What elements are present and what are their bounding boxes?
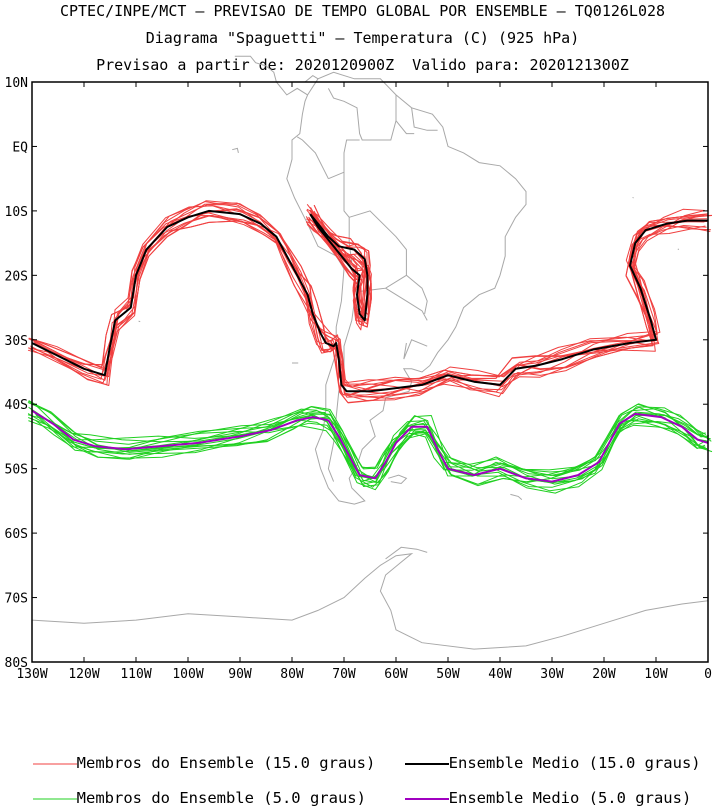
ensemble-member-line	[309, 209, 372, 325]
coastline	[31, 552, 709, 650]
coastline	[234, 55, 308, 96]
ensemble-member-line	[35, 214, 713, 403]
y-tick-label: 80S	[5, 656, 28, 671]
ensemble-mean-line	[309, 213, 369, 322]
x-tick-label: 70W	[332, 667, 356, 682]
legend-swatch-mean-5	[404, 797, 449, 800]
legend-item-mean-15: Ensemble Medio (15.0 graus)	[386, 736, 701, 772]
coastline	[406, 274, 428, 315]
x-tick-label: 80W	[280, 667, 304, 682]
ensemble-mean-line	[31, 209, 708, 393]
y-tick-label: 30S	[5, 334, 28, 349]
legend-label: Membros do Ensemble (15.0 graus)	[76, 754, 376, 772]
ensemble-mean-layer	[31, 209, 709, 483]
ensemble-mean-line	[31, 409, 709, 483]
coastline	[677, 248, 680, 251]
x-tick-label: 50W	[436, 667, 460, 682]
ensemble-member-line	[30, 215, 708, 401]
y-tick-label: EQ	[12, 140, 28, 155]
y-tick-label: 40S	[5, 398, 28, 413]
x-tick-label: 130W	[16, 667, 47, 682]
coastline	[385, 287, 428, 321]
legend-item-mean-5: Ensemble Medio (5.0 graus)	[386, 771, 691, 807]
coastline	[395, 120, 415, 135]
x-tick-label: 100W	[172, 667, 203, 682]
legend-item-members-15: Membros do Ensemble (15.0 graus)	[14, 736, 375, 772]
coastline	[232, 147, 239, 154]
x-tick-label: 0	[704, 667, 712, 682]
coastline	[510, 493, 523, 500]
chart-header-line-1: CPTEC/INPE/MCT — PREVISAO DE TEMPO GLOBA…	[59, 2, 666, 20]
coastline	[411, 107, 438, 131]
x-tick-label: 10W	[644, 667, 668, 682]
legend-item-members-5: Membros do Ensemble (5.0 graus)	[14, 771, 366, 807]
y-tick-label: 10S	[5, 205, 28, 220]
legend-swatch-members-15	[32, 763, 77, 764]
coastline	[296, 136, 329, 179]
x-tick-label: 90W	[228, 667, 252, 682]
legend-swatch-mean-15	[404, 762, 449, 765]
ensemble-member-line	[35, 215, 712, 404]
y-tick-label: 70S	[5, 592, 28, 607]
coastline	[388, 474, 408, 485]
legend-swatch-members-5	[32, 798, 77, 799]
x-tick-label: 120W	[68, 667, 99, 682]
coastline	[304, 74, 319, 83]
coastline	[138, 320, 141, 323]
coastline	[327, 88, 397, 141]
ensemble-member-line	[27, 401, 708, 485]
ensemble-member-line	[27, 212, 705, 399]
coastline	[632, 196, 634, 199]
coastline	[403, 339, 428, 360]
ensemble-member-line	[28, 412, 706, 485]
legend-label: Ensemble Medio (15.0 graus)	[448, 754, 701, 772]
coastline	[385, 546, 428, 560]
chart-validity-line: Previsao a partir de: 2020120900Z Valido…	[96, 56, 629, 74]
ensemble-member-line	[28, 400, 706, 487]
x-tick-label: 60W	[384, 667, 408, 682]
ensemble-member-line	[310, 210, 369, 322]
x-tick-label: 20W	[592, 667, 616, 682]
chart-title: Diagrama "Spaguetti" — Temperatura (C) (…	[145, 29, 580, 47]
y-tick-label: 20S	[5, 269, 28, 284]
y-tick-label: 50S	[5, 463, 28, 478]
x-tick-label: 110W	[120, 667, 151, 682]
y-tick-label: 60S	[5, 527, 28, 542]
x-tick-label: 40W	[488, 667, 512, 682]
y-tick-label: 10N	[5, 76, 28, 91]
plot-frame	[31, 81, 709, 663]
x-tick-label: 30W	[540, 667, 564, 682]
coastline	[343, 139, 360, 173]
